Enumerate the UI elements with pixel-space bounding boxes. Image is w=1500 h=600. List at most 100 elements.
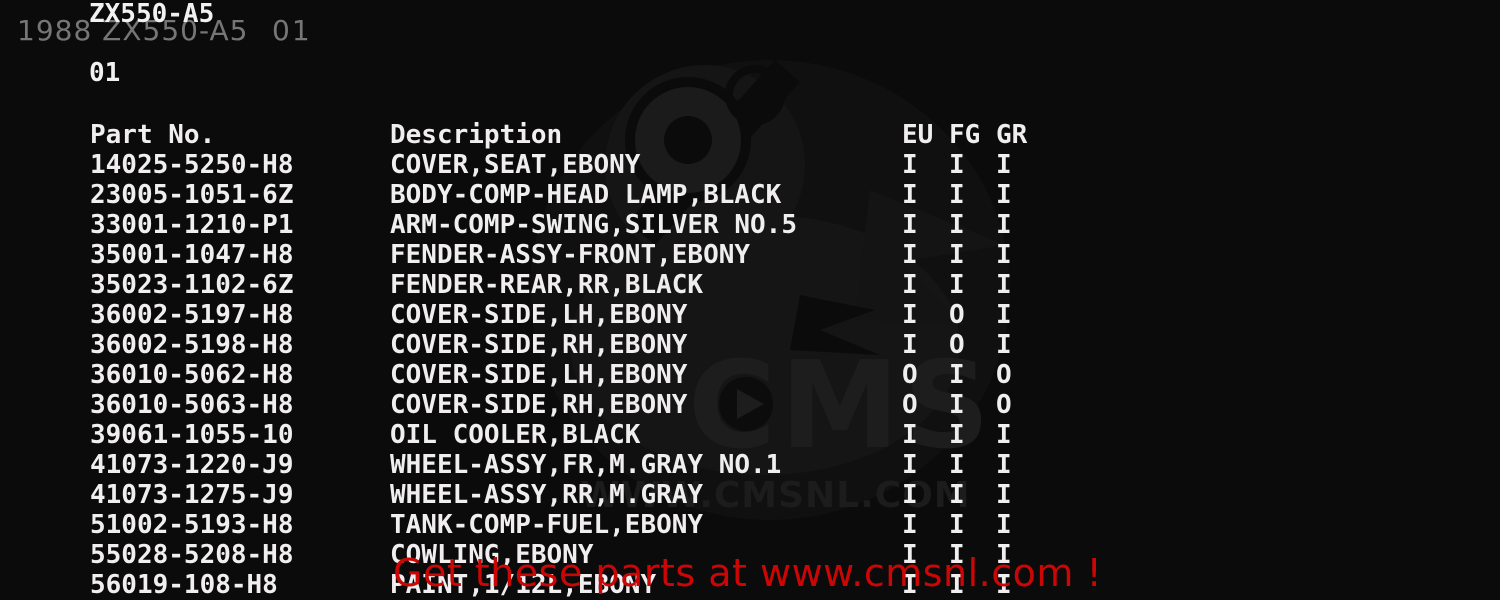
eu-cell: I <box>902 150 918 180</box>
part-no-cell: 55028-5208-H8 <box>90 540 294 570</box>
part-no-cell: 36010-5063-H8 <box>90 390 294 420</box>
table-row: 36010-5062-H8 COVER-SIDE,LH,EBONY O I O <box>90 360 1125 390</box>
fg-cell: I <box>949 390 965 420</box>
part-no-cell: 35001-1047-H8 <box>90 240 294 270</box>
table-row: 36002-5197-H8 COVER-SIDE,LH,EBONY I O I <box>90 300 1125 330</box>
eu-cell: I <box>902 270 918 300</box>
table-row: 36002-5198-H8 COVER-SIDE,RH,EBONY I O I <box>90 330 1125 360</box>
description-cell: ARM-COMP-SWING,SILVER NO.5 <box>390 210 797 240</box>
part-no-cell: 23005-1051-6Z <box>90 180 294 210</box>
part-no-cell: 39061-1055-10 <box>90 420 294 450</box>
fg-cell: I <box>949 420 965 450</box>
parts-table: Part No. Description EU FG GR 14025-5250… <box>90 120 1125 600</box>
fg-cell: I <box>949 450 965 480</box>
description-cell: COWLING,EBONY <box>390 540 594 570</box>
description-cell: TANK-COMP-FUEL,EBONY <box>390 510 704 540</box>
part-no-cell: 35023-1102-6Z <box>90 270 294 300</box>
part-no-cell: 36002-5198-H8 <box>90 330 294 360</box>
gr-cell: O <box>996 390 1012 420</box>
table-row: 39061-1055-10 OIL COOLER,BLACK I I I <box>90 420 1125 450</box>
eu-cell: O <box>902 390 918 420</box>
part-no-cell: 36010-5062-H8 <box>90 360 294 390</box>
part-no-cell: 41073-1220-J9 <box>90 450 294 480</box>
header-description: Description <box>390 120 563 150</box>
description-cell: COVER-SIDE,LH,EBONY <box>390 360 688 390</box>
description-cell: PAINT,1/12L,EBONY <box>390 570 657 600</box>
table-row: 55028-5208-H8 COWLING,EBONY I I I <box>90 540 1125 570</box>
header-eu: EU <box>902 120 934 150</box>
gr-cell: I <box>996 180 1012 210</box>
fg-cell: I <box>949 540 965 570</box>
gr-cell: I <box>996 300 1012 330</box>
table-row: 14025-5250-H8 COVER,SEAT,EBONY I I I <box>90 150 1125 180</box>
table-row: 51002-5193-H8 TANK-COMP-FUEL,EBONY I I I <box>90 510 1125 540</box>
eu-cell: I <box>902 240 918 270</box>
part-no-cell: 41073-1275-J9 <box>90 480 294 510</box>
fg-cell: O <box>949 330 965 360</box>
gr-cell: I <box>996 540 1012 570</box>
header-fg: FG <box>949 120 981 150</box>
fg-cell: I <box>949 570 965 600</box>
gr-cell: I <box>996 510 1012 540</box>
eu-cell: I <box>902 570 918 600</box>
table-row: 36010-5063-H8 COVER-SIDE,RH,EBONY O I O <box>90 390 1125 420</box>
gr-cell: I <box>996 270 1012 300</box>
gr-cell: I <box>996 150 1012 180</box>
table-row: 35023-1102-6Z FENDER-REAR,RR,BLACK I I I <box>90 270 1125 300</box>
part-no-cell: 33001-1210-P1 <box>90 210 294 240</box>
header-gr: GR <box>996 120 1028 150</box>
table-row: 41073-1220-J9 WHEEL-ASSY,FR,M.GRAY NO.1 … <box>90 450 1125 480</box>
gr-cell: I <box>996 240 1012 270</box>
description-cell: FENDER-REAR,RR,BLACK <box>390 270 704 300</box>
eu-cell: I <box>902 510 918 540</box>
eu-cell: I <box>902 480 918 510</box>
description-cell: FENDER-ASSY-FRONT,EBONY <box>390 240 751 270</box>
fg-cell: I <box>949 480 965 510</box>
part-no-cell: 14025-5250-H8 <box>90 150 294 180</box>
table-row: 23005-1051-6Z BODY-COMP-HEAD LAMP,BLACK … <box>90 180 1125 210</box>
description-cell: COVER-SIDE,LH,EBONY <box>390 300 688 330</box>
table-row: 56019-108-H8 PAINT,1/12L,EBONY I I I <box>90 570 1125 600</box>
description-cell: OIL COOLER,BLACK <box>390 420 641 450</box>
viewer-caption: 1988 ZX550-A5 <box>17 14 249 47</box>
fg-cell: I <box>949 210 965 240</box>
gr-cell: O <box>996 360 1012 390</box>
viewer-caption-page: 01 <box>272 14 312 47</box>
promo-link[interactable]: Get these parts at www.cmsnl.com ! <box>393 551 1103 595</box>
gr-cell: I <box>996 330 1012 360</box>
description-cell: COVER,SEAT,EBONY <box>390 150 641 180</box>
gr-cell: I <box>996 420 1012 450</box>
eu-cell: I <box>902 330 918 360</box>
gr-cell: I <box>996 450 1012 480</box>
fg-cell: O <box>949 300 965 330</box>
description-cell: WHEEL-ASSY,FR,M.GRAY NO.1 <box>390 450 782 480</box>
eu-cell: I <box>902 180 918 210</box>
description-cell: COVER-SIDE,RH,EBONY <box>390 390 688 420</box>
eu-cell: I <box>902 540 918 570</box>
gr-cell: I <box>996 210 1012 240</box>
table-header-row: Part No. Description EU FG GR <box>90 120 1125 150</box>
table-row: 33001-1210-P1 ARM-COMP-SWING,SILVER NO.5… <box>90 210 1125 240</box>
part-no-cell: 56019-108-H8 <box>90 570 278 600</box>
table-row: 41073-1275-J9 WHEEL-ASSY,RR,M.GRAY I I I <box>90 480 1125 510</box>
eu-cell: I <box>902 420 918 450</box>
fg-cell: I <box>949 240 965 270</box>
gr-cell: I <box>996 570 1012 600</box>
eu-cell: I <box>902 450 918 480</box>
fg-cell: I <box>949 270 965 300</box>
fg-cell: I <box>949 360 965 390</box>
part-no-cell: 36002-5197-H8 <box>90 300 294 330</box>
fg-cell: I <box>949 180 965 210</box>
description-cell: COVER-SIDE,RH,EBONY <box>390 330 688 360</box>
fg-cell: I <box>949 510 965 540</box>
gr-cell: I <box>996 480 1012 510</box>
header-part-no: Part No. <box>90 120 216 150</box>
description-cell: WHEEL-ASSY,RR,M.GRAY <box>390 480 704 510</box>
fiche-model-title: ZX550-A5 <box>89 0 215 29</box>
fg-cell: I <box>949 150 965 180</box>
eu-cell: O <box>902 360 918 390</box>
eu-cell: I <box>902 300 918 330</box>
part-no-cell: 51002-5193-H8 <box>90 510 294 540</box>
eu-cell: I <box>902 210 918 240</box>
